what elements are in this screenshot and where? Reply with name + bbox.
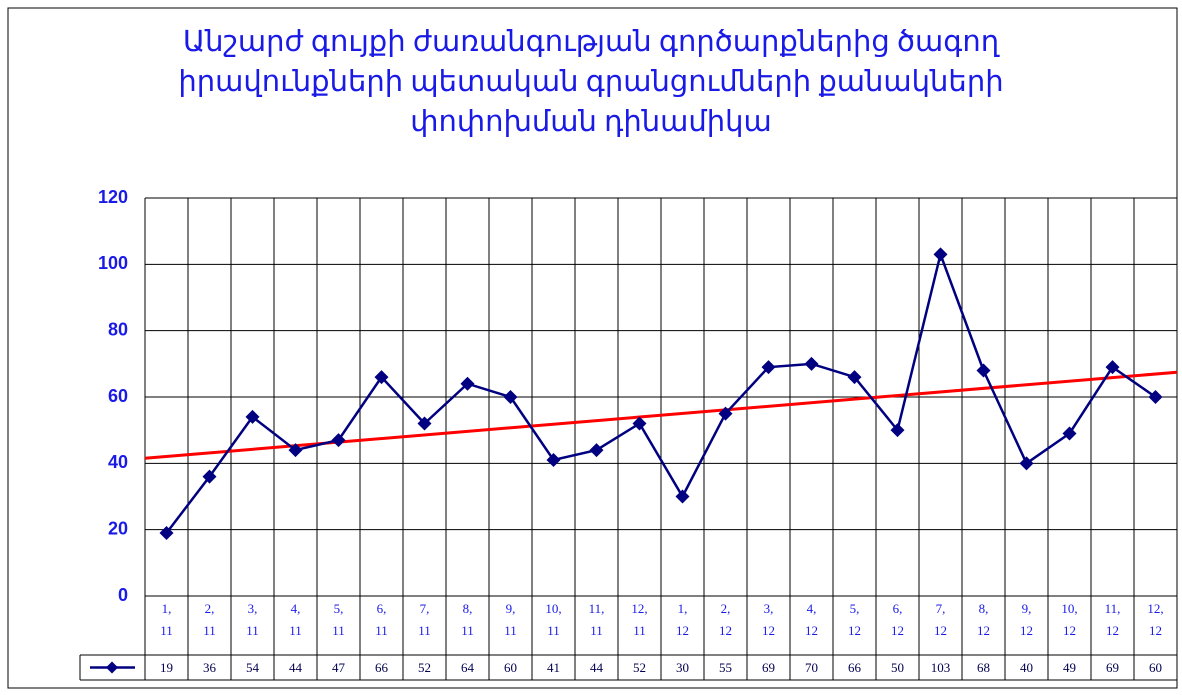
chart-title: Անշարժ գույքի ժառանգության գործարքներից … [178, 26, 1004, 138]
table-value: 69 [762, 660, 775, 675]
table-value: 64 [461, 660, 474, 675]
x-tick-label: 12, 11 [631, 601, 648, 638]
table-value: 68 [977, 660, 990, 675]
data-point [933, 247, 948, 262]
x-tick-label: 1, 12 [676, 601, 689, 638]
data-point [374, 370, 389, 385]
table-value: 19 [160, 660, 173, 675]
x-tick-label: 8, 11 [461, 601, 474, 638]
data-point [1148, 390, 1163, 404]
data-point [503, 390, 518, 404]
data-point [202, 469, 217, 484]
table-value: 66 [848, 660, 861, 675]
y-tick-label: 100 [98, 253, 128, 273]
x-tick-label: 10, 11 [545, 601, 562, 638]
x-tick-label: 6, 11 [375, 601, 388, 638]
x-tick-label: 7, 12 [934, 601, 947, 638]
data-point [589, 443, 604, 458]
table-value: 66 [375, 660, 388, 675]
x-tick-label: 4, 12 [805, 601, 818, 638]
data-point [245, 409, 260, 424]
y-tick-label: 0 [118, 585, 128, 605]
table-value: 55 [719, 660, 732, 675]
data-point [159, 525, 174, 540]
data-point [331, 433, 346, 448]
table-value: 41 [547, 660, 560, 675]
y-tick-label: 80 [108, 319, 128, 339]
x-tick-label: 12, 12 [1147, 601, 1164, 638]
data-point [546, 453, 561, 468]
data-point [1019, 456, 1034, 471]
x-tick-label: 10, 12 [1061, 601, 1078, 638]
x-tick-label: 4, 11 [289, 601, 302, 638]
table-value: 40 [1020, 660, 1033, 675]
data-point [761, 360, 776, 375]
table-value: 52 [633, 660, 646, 675]
table-value: 54 [246, 660, 259, 675]
y-tick-label: 120 [98, 187, 128, 207]
series-line [165, 250, 1157, 534]
x-tick-label: 1, 11 [160, 601, 173, 638]
table-value: 69 [1106, 660, 1119, 675]
data-point [1062, 426, 1077, 441]
x-tick-label: 6, 12 [891, 601, 904, 638]
data-point [847, 370, 862, 385]
x-tick-label: 8, 12 [977, 601, 990, 638]
table-value: 44 [590, 660, 603, 675]
table-value: 36 [203, 660, 216, 675]
x-tick-label: 2, 11 [203, 601, 216, 638]
x-tick-label: 11, 11 [588, 601, 605, 638]
table-value: 60 [504, 660, 517, 675]
data-point [1105, 360, 1120, 375]
x-tick-label: 3, 11 [246, 601, 259, 638]
table-value: 70 [805, 660, 818, 675]
data-point [675, 489, 690, 504]
table-value: 49 [1063, 660, 1076, 675]
x-tick-label: 9, 11 [504, 601, 517, 638]
data-point [288, 443, 303, 458]
x-tick-label: 5, 11 [332, 601, 345, 638]
data-point [804, 356, 819, 371]
table-value: 50 [891, 660, 904, 675]
table-value: 60 [1149, 660, 1162, 675]
data-point [417, 416, 432, 431]
data-point [718, 406, 733, 421]
x-tick-label: 11, 12 [1104, 601, 1121, 638]
x-tick-label: 5, 12 [848, 601, 861, 638]
x-tick-label: 3, 12 [762, 601, 775, 638]
table-value: 52 [418, 660, 431, 675]
data-point [632, 416, 647, 431]
data-point [890, 423, 905, 438]
y-tick-label: 60 [108, 386, 128, 406]
y-tick-label: 20 [108, 518, 128, 538]
y-tick-label: 40 [108, 452, 128, 472]
data-point [460, 376, 475, 391]
x-tick-label: 9, 12 [1020, 601, 1033, 638]
x-tick-label: 7, 11 [418, 601, 431, 638]
table-value: 44 [289, 660, 302, 675]
data-point [976, 363, 991, 378]
table-value: 30 [676, 660, 689, 675]
x-tick-label: 2, 12 [719, 601, 732, 638]
legend-marker [106, 661, 118, 674]
table-value: 103 [930, 660, 951, 675]
table-value: 47 [332, 660, 345, 675]
